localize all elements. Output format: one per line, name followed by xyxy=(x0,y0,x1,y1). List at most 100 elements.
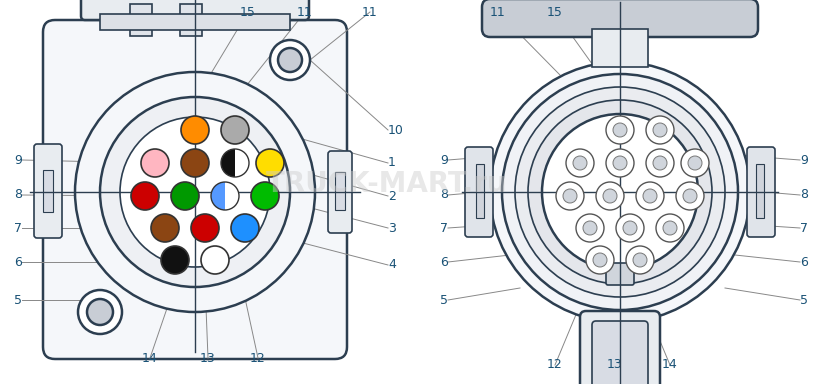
Text: 3: 3 xyxy=(388,222,396,235)
Circle shape xyxy=(251,182,279,210)
Bar xyxy=(592,29,648,67)
Wedge shape xyxy=(225,182,239,210)
FancyBboxPatch shape xyxy=(580,311,660,384)
Text: 2: 2 xyxy=(388,189,396,202)
Text: 8: 8 xyxy=(440,189,448,202)
Wedge shape xyxy=(221,149,235,177)
Circle shape xyxy=(688,156,702,170)
Circle shape xyxy=(586,246,614,274)
Text: TRUCK-MART.ru: TRUCK-MART.ru xyxy=(265,170,507,198)
Bar xyxy=(335,172,345,210)
Bar xyxy=(100,14,290,30)
Circle shape xyxy=(583,221,597,235)
Text: 5: 5 xyxy=(440,293,448,306)
Text: 9: 9 xyxy=(14,154,22,167)
Circle shape xyxy=(596,182,624,210)
Circle shape xyxy=(270,40,310,80)
Circle shape xyxy=(656,214,684,242)
FancyBboxPatch shape xyxy=(606,263,634,285)
Circle shape xyxy=(646,149,674,177)
FancyBboxPatch shape xyxy=(482,0,758,37)
Text: 4: 4 xyxy=(388,258,396,271)
Text: 15: 15 xyxy=(547,5,563,18)
FancyBboxPatch shape xyxy=(592,321,648,384)
Text: 6: 6 xyxy=(800,255,808,268)
Circle shape xyxy=(676,182,704,210)
Circle shape xyxy=(576,214,604,242)
Bar xyxy=(756,164,764,218)
Circle shape xyxy=(613,156,627,170)
Circle shape xyxy=(181,116,209,144)
Text: 15: 15 xyxy=(240,5,256,18)
Bar xyxy=(130,4,152,36)
Circle shape xyxy=(221,116,249,144)
Circle shape xyxy=(151,214,179,242)
Circle shape xyxy=(231,214,259,242)
Circle shape xyxy=(653,156,667,170)
Text: 10: 10 xyxy=(388,124,404,136)
Text: 9: 9 xyxy=(800,154,808,167)
Circle shape xyxy=(191,214,219,242)
FancyBboxPatch shape xyxy=(747,147,775,237)
Circle shape xyxy=(593,253,607,267)
Circle shape xyxy=(603,189,617,203)
Circle shape xyxy=(653,123,667,137)
Text: 8: 8 xyxy=(800,189,808,202)
Wedge shape xyxy=(235,149,249,177)
Text: 13: 13 xyxy=(200,351,216,364)
Circle shape xyxy=(141,149,169,177)
Text: 12: 12 xyxy=(250,351,266,364)
Circle shape xyxy=(626,246,654,274)
FancyBboxPatch shape xyxy=(34,144,62,238)
Circle shape xyxy=(623,221,637,235)
Text: 6: 6 xyxy=(440,255,448,268)
Circle shape xyxy=(490,62,750,322)
Text: 8: 8 xyxy=(14,189,22,202)
Circle shape xyxy=(663,221,677,235)
Circle shape xyxy=(563,189,577,203)
Circle shape xyxy=(278,48,302,72)
Text: 5: 5 xyxy=(800,293,808,306)
Circle shape xyxy=(681,149,709,177)
Text: 11: 11 xyxy=(490,5,506,18)
Circle shape xyxy=(502,74,738,310)
Circle shape xyxy=(515,87,725,297)
Circle shape xyxy=(646,116,674,144)
Circle shape xyxy=(181,149,209,177)
Circle shape xyxy=(161,246,189,274)
Text: 1: 1 xyxy=(388,157,396,169)
Bar xyxy=(476,164,484,218)
Text: 9: 9 xyxy=(440,154,448,167)
Circle shape xyxy=(120,117,270,267)
Text: 14: 14 xyxy=(142,351,158,364)
Circle shape xyxy=(606,149,634,177)
Circle shape xyxy=(171,182,199,210)
Text: 11: 11 xyxy=(362,5,378,18)
Text: 6: 6 xyxy=(14,255,22,268)
Text: 14: 14 xyxy=(662,359,678,371)
Circle shape xyxy=(683,189,697,203)
FancyBboxPatch shape xyxy=(465,147,493,237)
Circle shape xyxy=(606,116,634,144)
Circle shape xyxy=(131,182,159,210)
Circle shape xyxy=(556,182,584,210)
Text: 7: 7 xyxy=(800,222,808,235)
FancyBboxPatch shape xyxy=(43,20,347,359)
Text: 13: 13 xyxy=(607,359,623,371)
Circle shape xyxy=(201,246,229,274)
Circle shape xyxy=(542,114,698,270)
Text: 7: 7 xyxy=(14,222,22,235)
Circle shape xyxy=(616,214,644,242)
Circle shape xyxy=(256,149,284,177)
Circle shape xyxy=(636,182,664,210)
Circle shape xyxy=(633,253,647,267)
Circle shape xyxy=(566,149,594,177)
Circle shape xyxy=(78,290,122,334)
FancyBboxPatch shape xyxy=(81,0,309,20)
Circle shape xyxy=(528,100,712,284)
Circle shape xyxy=(613,123,627,137)
Bar xyxy=(180,4,202,36)
Bar xyxy=(43,170,53,212)
FancyBboxPatch shape xyxy=(328,151,352,233)
Text: 7: 7 xyxy=(440,222,448,235)
